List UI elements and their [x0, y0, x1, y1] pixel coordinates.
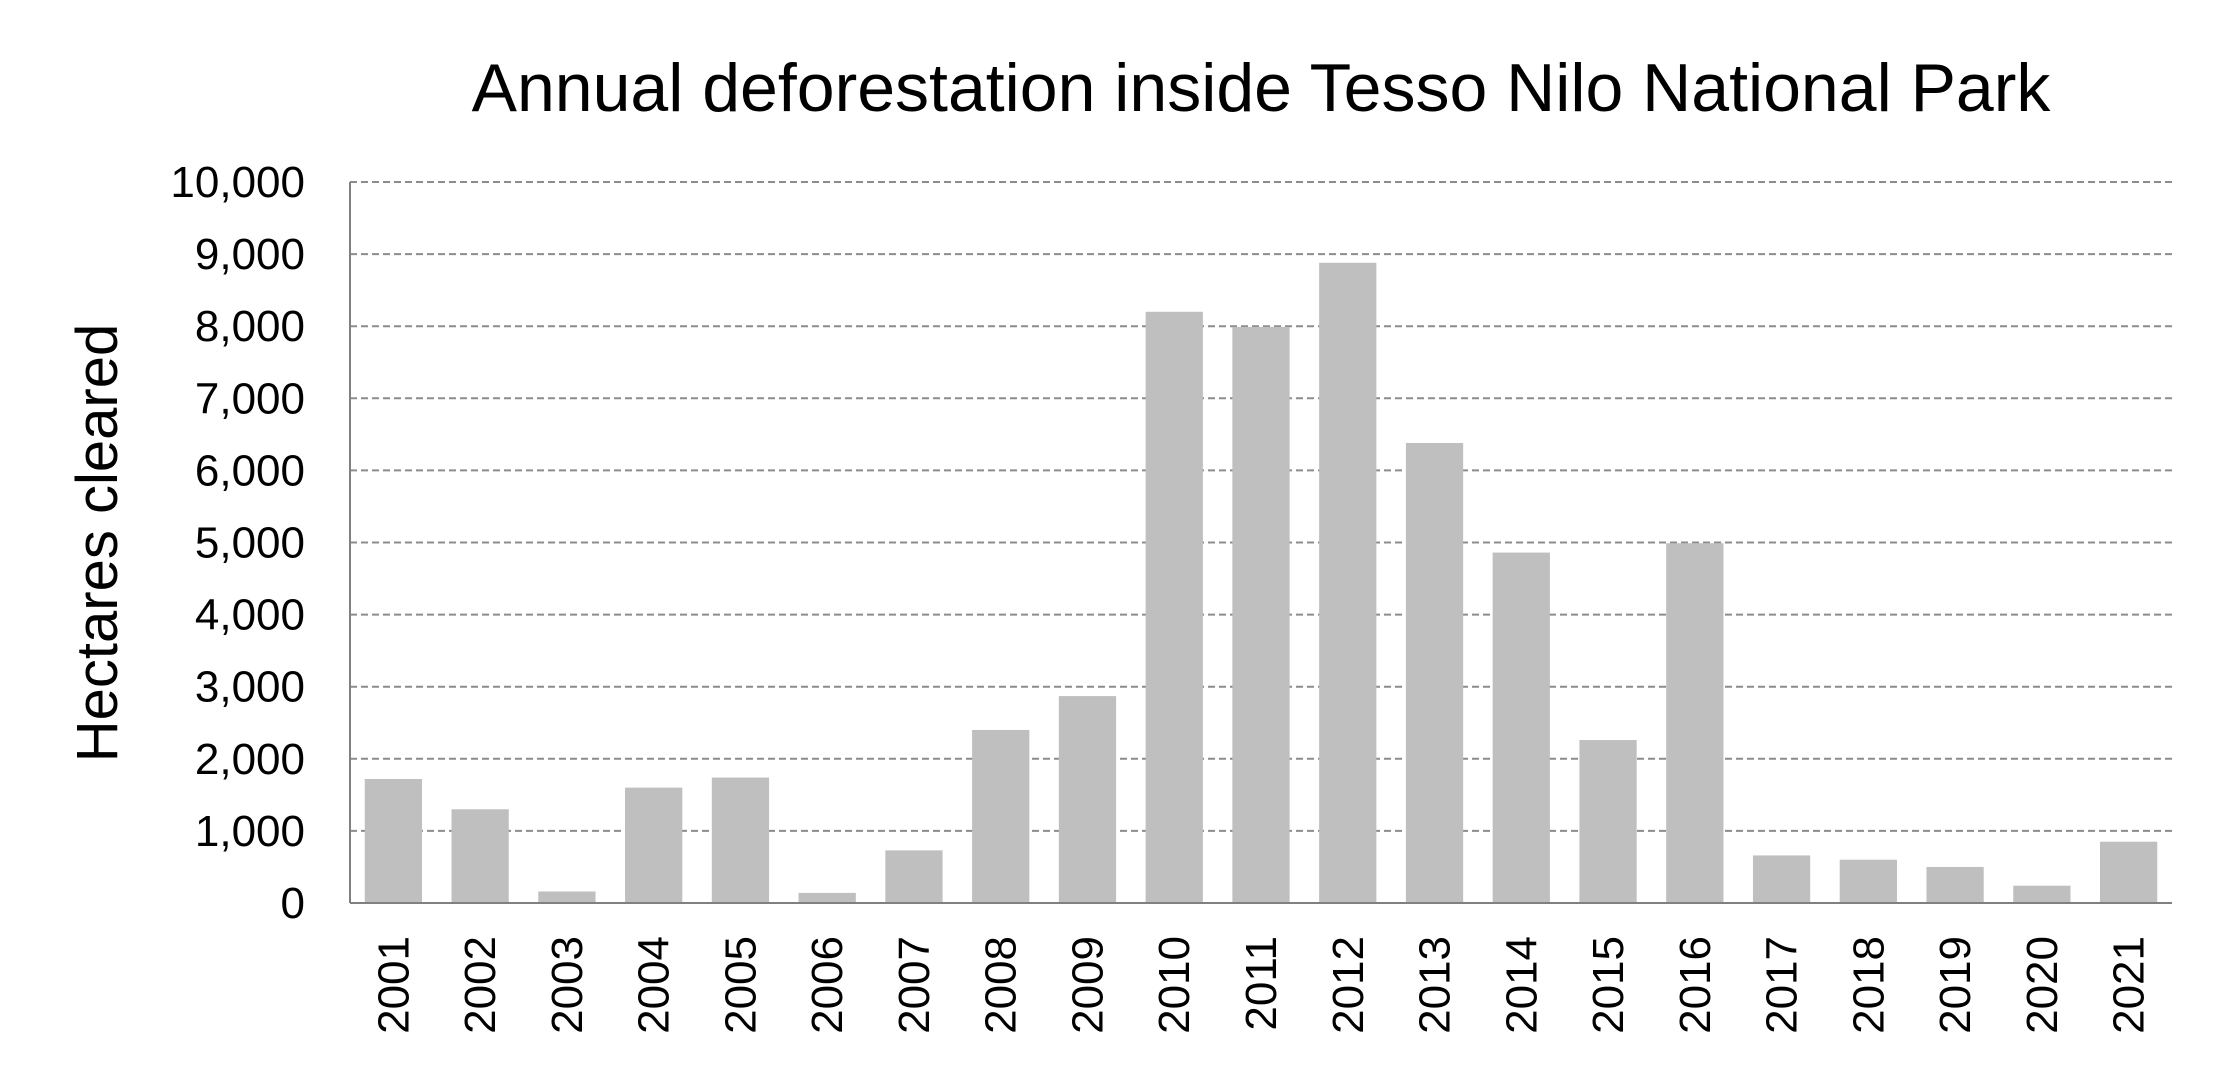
y-tick-label: 0 [281, 879, 305, 928]
y-tick-label: 9,000 [195, 230, 305, 279]
x-tick-label: 2008 [977, 936, 1026, 1034]
x-tick-label: 2020 [2018, 936, 2067, 1034]
bar-2012 [1319, 262, 1377, 903]
bar-2017 [1752, 855, 1811, 903]
y-tick-label: 2,000 [195, 735, 305, 784]
y-axis-label: Hectares cleared [65, 324, 130, 762]
x-tick-label: 2002 [456, 936, 505, 1034]
x-tick-label: 2015 [1584, 936, 1633, 1034]
x-tick-label: 2021 [2105, 936, 2154, 1034]
axes [349, 182, 2172, 904]
bar-2008 [972, 729, 1030, 903]
y-tick-label: 8,000 [195, 302, 305, 351]
x-tick-label: 2017 [1758, 936, 1807, 1034]
x-tick-label: 2016 [1671, 936, 1720, 1034]
bar-2003 [538, 891, 596, 903]
bar-2007 [885, 850, 943, 903]
y-tick-label: 1,000 [195, 807, 305, 856]
y-tick-label: 10,000 [170, 158, 305, 207]
chart-title: Annual deforestation inside Tesso Nilo N… [472, 50, 2052, 126]
y-tick-label: 6,000 [195, 446, 305, 495]
bar-2011 [1232, 326, 1290, 903]
bar-2018 [1839, 859, 1897, 903]
x-tick-label: 2012 [1324, 936, 1373, 1034]
y-tick-label: 3,000 [195, 663, 305, 712]
x-tick-label: 2009 [1063, 936, 1112, 1034]
x-tick-label: 2001 [369, 936, 418, 1034]
x-tick-label: 2019 [1931, 936, 1980, 1034]
bar-2013 [1405, 443, 1464, 903]
bars [364, 262, 2158, 903]
y-tick-labels: 0 1,000 2,000 3,000 4,000 5,000 6,000 7,000 8,00… [170, 158, 305, 928]
x-tick-label: 2018 [1844, 936, 1893, 1034]
bar-2001 [364, 778, 423, 903]
x-tick-label: 2007 [890, 936, 939, 1034]
x-tick-label: 2013 [1411, 936, 1460, 1034]
bar-2020 [2013, 885, 2071, 903]
x-tick-label: 2010 [1150, 936, 1199, 1034]
x-tick-label: 2014 [1497, 936, 1546, 1034]
bar-2010 [1145, 311, 1203, 903]
x-tick-label: 2004 [630, 936, 679, 1034]
x-tick-label: 2003 [543, 936, 592, 1034]
bar-2015 [1579, 740, 1637, 903]
bar-2009 [1058, 696, 1117, 903]
bar-2019 [1926, 866, 1984, 903]
bar-2004 [625, 787, 683, 903]
gridlines [350, 181, 2172, 832]
bar-2005 [711, 777, 770, 903]
x-tick-label: 2006 [803, 936, 852, 1034]
y-tick-label: 5,000 [195, 519, 305, 568]
x-tick-label: 2005 [716, 936, 765, 1034]
y-tick-label: 4,000 [195, 591, 305, 640]
bar-2006 [798, 892, 856, 903]
bar-2016 [1666, 543, 1724, 903]
bar-2014 [1492, 552, 1550, 903]
x-tick-labels: 2001 2002 2003 2004 2005 2006 2007 2008 2009 2010… [369, 936, 2153, 1034]
bar-2021 [2099, 841, 2158, 903]
x-tick-label: 2011 [1237, 936, 1286, 1031]
bar-2002 [451, 809, 509, 903]
y-tick-label: 7,000 [195, 374, 305, 423]
